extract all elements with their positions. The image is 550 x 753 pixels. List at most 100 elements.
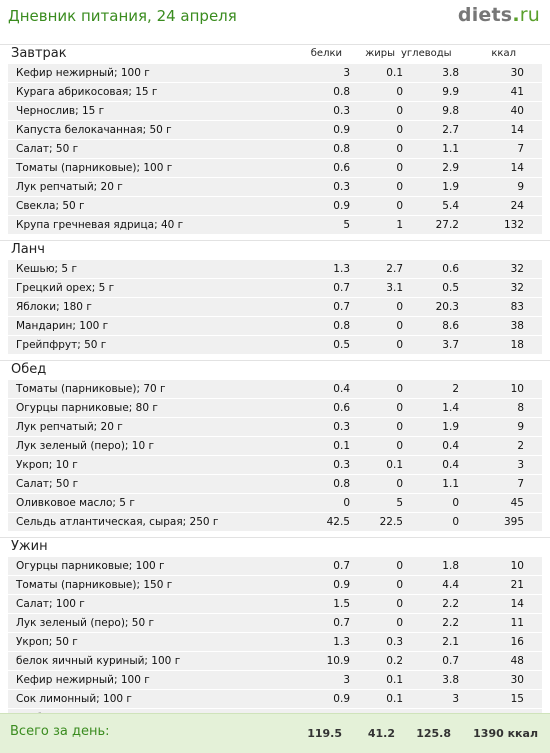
table-row: Кешью; 5 г 1.3 2.7 0.6 32 [8, 260, 542, 279]
table-row: Свекла; 50 г 0.9 0 5.4 24 [8, 197, 542, 216]
table-row: Чернослив; 15 г 0.3 0 9.8 40 [8, 102, 542, 121]
carbs-value: 1.4 [442, 402, 459, 414]
kcal-value: 45 [510, 497, 524, 509]
table-row: белок яичный куриный; 100 г 10.9 0.2 0.7 48 [8, 652, 542, 671]
food-name: Томаты (парниковые); 100 г [16, 162, 173, 174]
fat-value: 3.1 [386, 282, 403, 294]
carbs-value: 1.8 [442, 560, 459, 572]
protein-value: 0.8 [333, 143, 350, 155]
table-row: Яблоки; 180 г 0.7 0 20.3 83 [8, 298, 542, 317]
protein-value: 5 [343, 219, 350, 231]
carbs-value: 5.4 [442, 200, 459, 212]
kcal-value: 10 [510, 560, 524, 572]
protein-value: 1.5 [333, 598, 350, 610]
carbs-value: 0.7 [442, 655, 459, 667]
logo-dot: . [512, 4, 520, 26]
kcal-value: 32 [510, 282, 524, 294]
table-row: Салат; 50 г 0.8 0 1.1 7 [8, 140, 542, 159]
protein-value: 0.3 [333, 459, 350, 471]
fat-value: 0.1 [386, 459, 403, 471]
site-logo[interactable]: diets.ru [458, 4, 540, 26]
carbs-value: 4.4 [442, 579, 459, 591]
section-title: Обед [11, 362, 47, 377]
table-row: Сок лимонный; 100 г 0.9 0.1 3 15 [8, 690, 542, 709]
fat-value: 0 [396, 617, 403, 629]
kcal-value: 15 [510, 693, 524, 705]
food-name: Лук репчатый; 20 г [16, 421, 123, 433]
table-row: Курага абрикосовая; 15 г 0.8 0 9.9 41 [8, 83, 542, 102]
food-name: Сельдь атлантическая, сырая; 250 г [16, 516, 219, 528]
protein-value: 3 [343, 67, 350, 79]
kcal-value: 41 [510, 86, 524, 98]
fat-value: 1 [396, 219, 403, 231]
food-name: Лук репчатый; 20 г [16, 181, 123, 193]
food-name: Укроп; 50 г [16, 636, 78, 648]
table-row: Салат; 100 г 1.5 0 2.2 14 [8, 595, 542, 614]
table-row: Томаты (парниковые); 100 г 0.6 0 2.9 14 [8, 159, 542, 178]
carbs-value: 2.2 [442, 598, 459, 610]
fat-value: 2.7 [386, 263, 403, 275]
carbs-value: 1.1 [442, 143, 459, 155]
kcal-value: 24 [510, 200, 524, 212]
daily-total: Всего за день: 119.5 41.2 125.8 1390 кка… [0, 713, 550, 753]
protein-value: 0.5 [333, 339, 350, 351]
fat-value: 0 [396, 105, 403, 117]
protein-value: 0 [343, 497, 350, 509]
table-row: Капуста белокачанная; 50 г 0.9 0 2.7 14 [8, 121, 542, 140]
food-name: Капуста белокачанная; 50 г [16, 124, 172, 136]
fat-value: 0 [396, 339, 403, 351]
food-name: Лук зеленый (перо); 10 г [16, 440, 155, 452]
food-name: Кефир нежирный; 100 г [16, 674, 150, 686]
carbs-value: 0 [452, 497, 459, 509]
carbs-value: 0.4 [442, 459, 459, 471]
food-name: Грецкий орех; 5 г [16, 282, 115, 294]
table-row: Кефир нежирный; 100 г 3 0.1 3.8 30 [8, 671, 542, 690]
carbs-value: 0.4 [442, 440, 459, 452]
section-header: Ланч [0, 240, 550, 260]
table-row: Лук репчатый; 20 г 0.3 0 1.9 9 [8, 418, 542, 437]
protein-value: 0.7 [333, 617, 350, 629]
kcal-value: 9 [517, 421, 524, 433]
protein-value: 0.4 [333, 383, 350, 395]
kcal-value: 48 [510, 655, 524, 667]
kcal-value: 32 [510, 263, 524, 275]
protein-value: 0.8 [333, 320, 350, 332]
food-name: Салат; 50 г [16, 143, 79, 155]
kcal-value: 11 [510, 617, 524, 629]
food-name: Салат; 50 г [16, 478, 79, 490]
logo-tld: ru [519, 4, 540, 26]
carbs-value: 1.9 [442, 421, 459, 433]
table-row: Лук зеленый (перо); 10 г 0.1 0 0.4 2 [8, 437, 542, 456]
section-header: Завтрак белки жиры углеводы ккал [0, 44, 550, 64]
carbs-value: 3.8 [442, 674, 459, 686]
carbs-value: 2.9 [442, 162, 459, 174]
carbs-value: 2.7 [442, 124, 459, 136]
kcal-value: 14 [510, 162, 524, 174]
kcal-value: 9 [517, 181, 524, 193]
table-row: Томаты (парниковые); 150 г 0.9 0 4.4 21 [8, 576, 542, 595]
protein-value: 1.3 [333, 636, 350, 648]
fat-value: 0 [396, 301, 403, 313]
fat-value: 22.5 [379, 516, 403, 528]
carbs-value: 3.8 [442, 67, 459, 79]
fat-value: 0 [396, 478, 403, 490]
food-name: Мандарин; 100 г [16, 320, 109, 332]
protein-value: 0.9 [333, 579, 350, 591]
fat-value: 0.3 [386, 636, 403, 648]
carbs-value: 1.1 [442, 478, 459, 490]
food-name: Огурцы парниковые; 80 г [16, 402, 158, 414]
table-row: Салат; 50 г 0.8 0 1.1 7 [8, 475, 542, 494]
protein-value: 0.1 [333, 440, 350, 452]
protein-value: 0.7 [333, 282, 350, 294]
food-name: Кефир нежирный; 100 г [16, 67, 150, 79]
table-row: Сельдь атлантическая, сырая; 250 г 42.5 22… [8, 513, 542, 532]
carbs-value: 2.2 [442, 617, 459, 629]
fat-value: 0.1 [386, 693, 403, 705]
food-name: Оливковое масло; 5 г [16, 497, 135, 509]
table-row: Грейпфрут; 50 г 0.5 0 3.7 18 [8, 336, 542, 355]
protein-value: 10.9 [326, 655, 350, 667]
protein-value: 0.9 [333, 124, 350, 136]
kcal-value: 16 [510, 636, 524, 648]
protein-value: 0.7 [333, 301, 350, 313]
table-row: Укроп; 10 г 0.3 0.1 0.4 3 [8, 456, 542, 475]
